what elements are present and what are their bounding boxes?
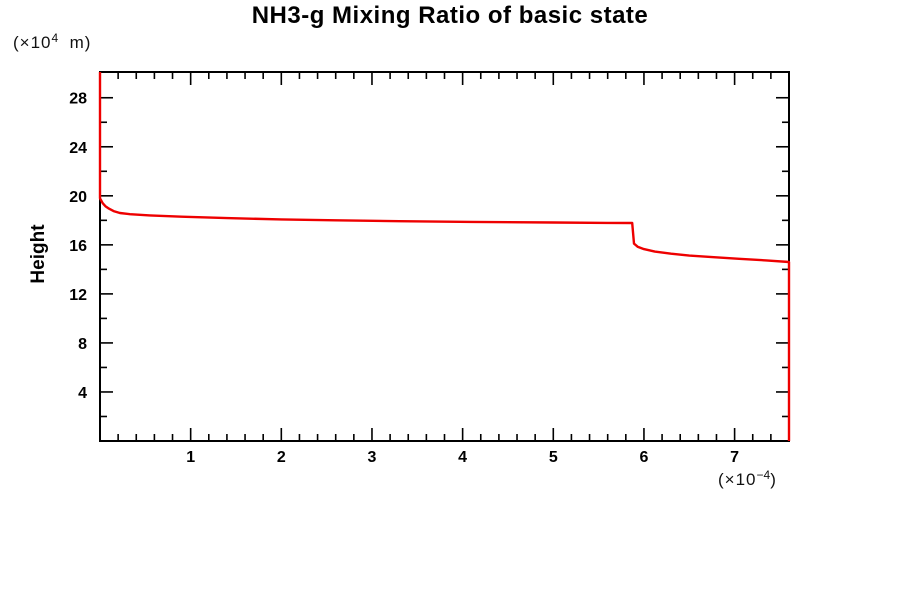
x-tick-label: 6 [639,449,648,466]
y-tick-label: 8 [78,336,87,353]
y-tick-label: 24 [69,140,87,157]
y-tick-label: 4 [78,385,87,402]
x-tick-label: 1 [186,449,195,466]
x-unit-suffix: ) [770,470,777,489]
y-tick-label: 16 [69,238,87,255]
y-unit-prefix: (×10 [13,33,52,52]
x-tick-label: 2 [277,449,286,466]
x-tick-label: 7 [730,449,739,466]
x-tick-label: 3 [368,449,377,466]
plot-frame [99,71,790,442]
x-axis-unit-label: (×10−4) [718,468,777,490]
x-unit-prefix: (×10 [718,470,757,489]
y-axis-unit-label: (×104 m) [13,31,91,53]
y-tick-label: 28 [69,91,87,108]
x-tick-label: 5 [549,449,558,466]
y-tick-label: 12 [69,287,87,304]
y-tick-label: 20 [69,189,87,206]
x-unit-exponent: −4 [756,468,771,482]
y-unit-suffix: m) [58,33,92,52]
y-unit-exponent: 4 [51,31,59,45]
x-tick-label: 4 [458,449,467,466]
chart-title: NH3-g Mixing Ratio of basic state [251,2,649,29]
mixing-ratio-profile-line [98,72,791,441]
